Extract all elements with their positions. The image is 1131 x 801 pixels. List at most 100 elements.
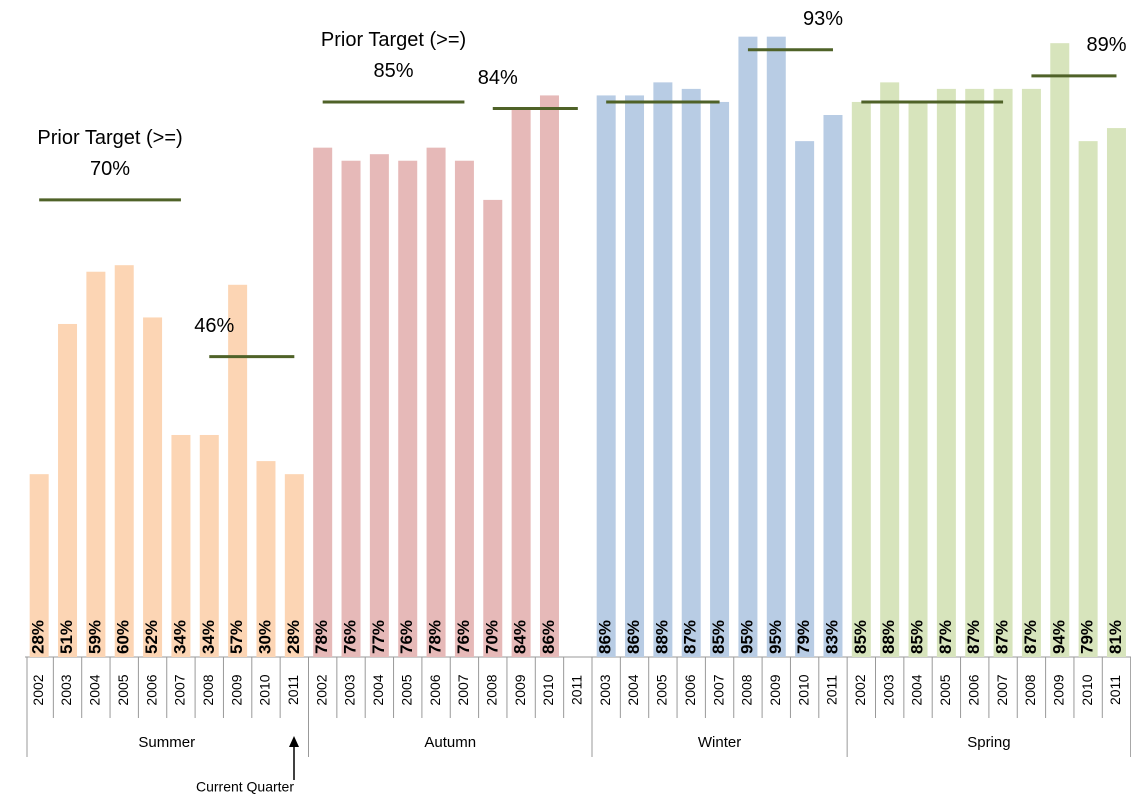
x-tick-label: 2003 — [58, 674, 74, 705]
x-tick-label: 2009 — [1050, 674, 1066, 705]
value-label: 78% — [426, 620, 445, 654]
value-label: 85% — [709, 620, 728, 654]
value-label: 87% — [936, 620, 955, 654]
target-label: 89% — [1086, 34, 1126, 56]
value-label: 95% — [737, 620, 756, 654]
bar — [965, 88, 985, 657]
x-tick-label: 2006 — [427, 674, 443, 705]
value-label: 52% — [142, 620, 161, 654]
bar — [171, 434, 191, 657]
group-label: Winter — [698, 734, 741, 751]
bar — [483, 199, 503, 657]
value-label: 28% — [29, 620, 48, 654]
value-label: 87% — [964, 620, 983, 654]
target-title: Prior Target (>=) — [37, 127, 182, 149]
value-label: 79% — [1078, 620, 1097, 654]
x-tick-label: 2008 — [200, 674, 216, 705]
x-tick-label: 2002 — [30, 674, 46, 705]
value-label: 77% — [369, 620, 388, 654]
x-tick-label: 2006 — [682, 674, 698, 705]
x-tick-label: 2011 — [1107, 675, 1123, 705]
bar — [199, 434, 219, 657]
x-tick-label: 2009 — [512, 674, 528, 705]
value-label: 34% — [170, 620, 189, 654]
annotation: Current Quarter — [196, 779, 294, 795]
bar — [143, 317, 163, 657]
bar — [681, 88, 701, 657]
value-label: 84% — [511, 620, 530, 654]
x-tick-label: 2007 — [172, 674, 188, 705]
value-label: 87% — [993, 620, 1012, 654]
x-tick-label: 2007 — [455, 674, 471, 705]
bar — [341, 160, 361, 657]
value-label: 83% — [822, 620, 841, 654]
x-tick-label: 2006 — [143, 674, 159, 705]
value-label: 85% — [851, 620, 870, 654]
x-tick-label: 2010 — [1079, 674, 1095, 705]
bar — [284, 474, 304, 657]
value-label: 88% — [652, 620, 671, 654]
x-tick-label: 2009 — [228, 674, 244, 705]
bar — [426, 147, 446, 657]
x-tick-label: 2010 — [257, 674, 273, 705]
value-label: 34% — [199, 620, 218, 654]
x-tick-label: 2008 — [1022, 674, 1038, 705]
target-label: 46% — [194, 315, 234, 337]
value-label: 86% — [624, 620, 643, 654]
group-label: Summer — [138, 734, 195, 751]
x-tick-label: 2008 — [483, 674, 499, 705]
bar — [596, 95, 616, 658]
bar — [228, 284, 248, 657]
x-tick-label: 2008 — [739, 674, 755, 705]
value-label: 81% — [1106, 620, 1125, 654]
bar — [511, 108, 531, 658]
bar — [313, 147, 333, 657]
bar — [653, 82, 673, 658]
bar — [880, 82, 900, 658]
target-title: Prior Target (>=) — [321, 29, 466, 51]
x-tick-label: 2004 — [909, 674, 925, 705]
bar — [1078, 141, 1098, 657]
x-tick-label: 2011 — [569, 675, 585, 705]
value-label: 28% — [284, 620, 303, 654]
value-label: 60% — [114, 620, 133, 654]
value-label: 57% — [227, 620, 246, 654]
target-label: 84% — [478, 67, 518, 89]
x-tick-label: 2007 — [710, 674, 726, 705]
bar — [823, 115, 843, 657]
bar — [625, 95, 645, 658]
bar — [851, 101, 871, 657]
value-label: 86% — [539, 620, 558, 654]
value-label: 94% — [1049, 620, 1068, 654]
x-tick-label: 2005 — [115, 674, 131, 705]
bar — [1106, 128, 1126, 657]
annotation-arrowhead — [289, 736, 299, 747]
bar — [86, 271, 106, 657]
bar — [1050, 43, 1070, 658]
bar — [766, 36, 786, 657]
value-label: 87% — [681, 620, 700, 654]
value-label: 70% — [482, 620, 501, 654]
bar — [29, 474, 49, 657]
bar — [539, 95, 559, 658]
group-label: Autumn — [424, 734, 476, 751]
value-label: 88% — [879, 620, 898, 654]
x-tick-label: 2004 — [625, 674, 641, 705]
bar — [710, 101, 730, 657]
bar — [398, 160, 418, 657]
target-label: 93% — [803, 8, 843, 30]
x-tick-label: 2010 — [795, 674, 811, 705]
value-label: 76% — [454, 620, 473, 654]
bar — [908, 101, 928, 657]
value-label: 87% — [1021, 620, 1040, 654]
x-tick-label: 2004 — [370, 674, 386, 705]
x-tick-label: 2004 — [87, 674, 103, 705]
bar — [256, 461, 276, 657]
x-tick-label: 2005 — [654, 674, 670, 705]
value-label: 95% — [766, 620, 785, 654]
bar — [58, 323, 78, 657]
bar — [936, 88, 956, 657]
bar — [795, 141, 815, 657]
x-tick-label: 2002 — [313, 674, 329, 705]
x-tick-label: 2002 — [852, 674, 868, 705]
